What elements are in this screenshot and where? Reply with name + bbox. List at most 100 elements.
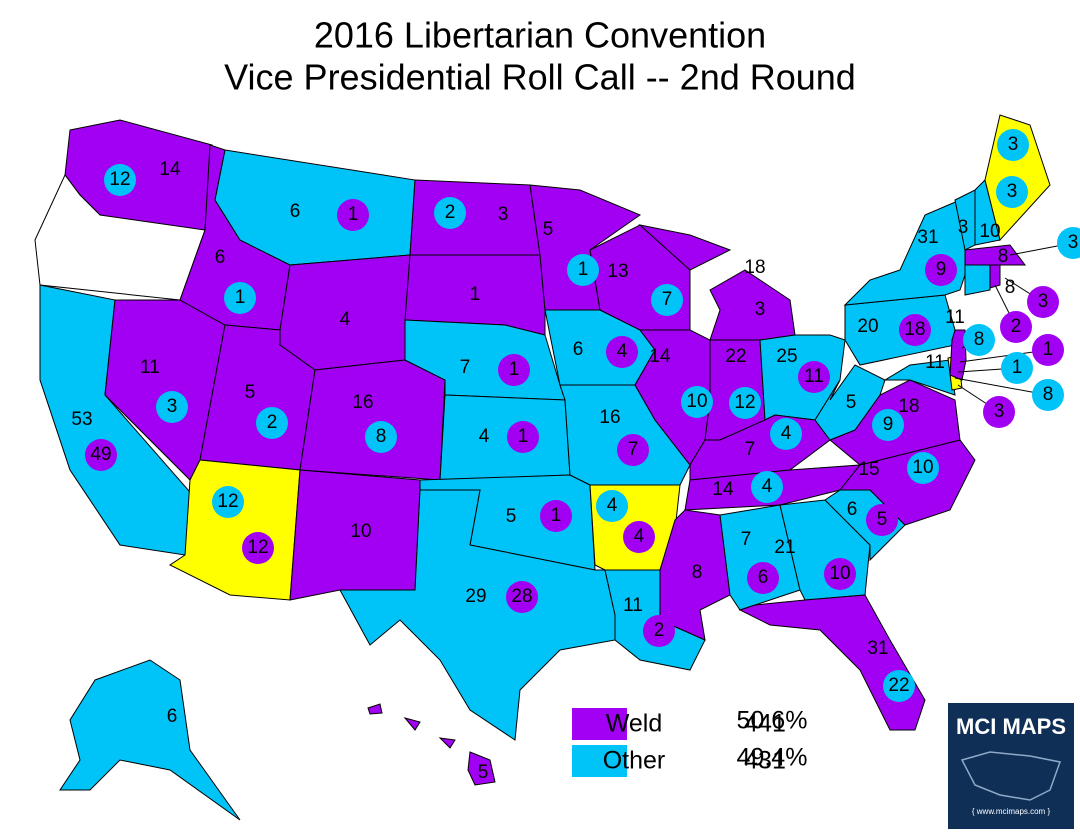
circle-marker bbox=[770, 418, 802, 450]
logo-map bbox=[960, 751, 1061, 801]
circle-marker bbox=[337, 199, 369, 231]
state-label: 14 bbox=[159, 159, 181, 180]
state-label: 31 bbox=[917, 227, 938, 248]
state-label: 16 bbox=[599, 407, 620, 428]
region bbox=[439, 394, 571, 481]
circle-marker bbox=[606, 336, 638, 368]
circle-label: 1 bbox=[518, 426, 529, 447]
circle-label: 4 bbox=[634, 526, 645, 547]
circle-label: 6 bbox=[758, 567, 769, 588]
circle-marker bbox=[651, 284, 683, 316]
circle-marker bbox=[1000, 311, 1032, 343]
state-label: 11 bbox=[945, 307, 965, 328]
circle-label: 2 bbox=[1011, 316, 1022, 337]
state-label: 5 bbox=[506, 506, 517, 527]
circle-marker bbox=[1032, 334, 1064, 366]
title-line: 2016 Libertarian Convention bbox=[314, 15, 766, 56]
state-label: 4 bbox=[340, 309, 351, 330]
circle-marker bbox=[242, 532, 274, 564]
region bbox=[964, 244, 1026, 266]
region bbox=[638, 224, 732, 271]
circle-marker bbox=[596, 490, 628, 522]
circle-label: 1 bbox=[235, 287, 246, 308]
circle-label: 7 bbox=[628, 439, 639, 460]
state-label: 6 bbox=[167, 706, 178, 727]
circle-label: 3 bbox=[1068, 232, 1079, 253]
circle-label: 4 bbox=[762, 476, 773, 497]
circle-label: 3 bbox=[167, 396, 178, 417]
state-label: 6 bbox=[573, 339, 584, 360]
state-label: 5 bbox=[478, 762, 489, 783]
circle-marker bbox=[623, 521, 655, 553]
state-label: 11 bbox=[623, 595, 643, 616]
circle-marker bbox=[996, 176, 1028, 208]
title-line: Vice Presidential Roll Call -- 2nd Round bbox=[224, 57, 856, 98]
state-label: 25 bbox=[776, 346, 797, 367]
state-label: 22 bbox=[725, 346, 746, 367]
state-label: 5 bbox=[846, 392, 857, 413]
circle-marker bbox=[643, 615, 675, 647]
circle-marker bbox=[872, 409, 904, 441]
circle-label: 1 bbox=[578, 259, 589, 280]
state-label: 7 bbox=[745, 439, 756, 460]
logo: MCI MAPS { www.mcimaps.com } bbox=[948, 703, 1074, 829]
state-label: 10 bbox=[979, 221, 1000, 242]
circle-label: 1 bbox=[1043, 339, 1054, 360]
circle-label: 8 bbox=[376, 426, 387, 447]
circle-label: 3 bbox=[994, 401, 1005, 422]
region bbox=[367, 703, 383, 715]
circle-label: 2 bbox=[654, 620, 665, 641]
circle-marker bbox=[104, 164, 136, 196]
state-label: 16 bbox=[352, 392, 373, 413]
legend-percent: 50.6% bbox=[737, 707, 808, 735]
state-label: 21 bbox=[774, 537, 795, 558]
state-label: 20 bbox=[857, 316, 878, 337]
circle-label: 1 bbox=[509, 359, 520, 380]
circle-marker bbox=[883, 670, 915, 702]
circle-label: 12 bbox=[217, 491, 238, 512]
region bbox=[883, 359, 956, 396]
circle-marker bbox=[798, 361, 830, 393]
circle-marker bbox=[85, 439, 117, 471]
region bbox=[989, 264, 1001, 289]
circle-marker bbox=[1057, 227, 1080, 259]
circle-marker bbox=[747, 562, 779, 594]
legend-delegates: 431 bbox=[744, 747, 786, 775]
state-label: 31 bbox=[867, 638, 888, 659]
circle-label: 4 bbox=[607, 495, 618, 516]
state-label: 8 bbox=[1005, 277, 1016, 298]
circle-label: 1 bbox=[551, 505, 562, 526]
circle-label: 10 bbox=[912, 457, 933, 478]
circle-marker bbox=[1001, 352, 1033, 384]
region bbox=[169, 459, 301, 601]
region bbox=[59, 659, 241, 821]
region bbox=[964, 264, 991, 296]
circle-label: 18 bbox=[904, 319, 925, 340]
region bbox=[659, 509, 731, 641]
legend-swatch bbox=[572, 708, 627, 740]
state-label: 14 bbox=[649, 346, 671, 367]
circle-label: 10 bbox=[829, 563, 850, 584]
circle-marker bbox=[751, 471, 783, 503]
state-label: 11 bbox=[140, 357, 160, 378]
state-label: 13 bbox=[607, 261, 628, 282]
region bbox=[738, 594, 926, 731]
circle-label: 5 bbox=[877, 509, 888, 530]
legend-label: Other bbox=[603, 747, 666, 775]
region bbox=[843, 199, 966, 306]
circle-marker bbox=[744, 294, 776, 326]
circle-label: 9 bbox=[883, 414, 894, 435]
state-label: 29 bbox=[465, 586, 486, 607]
state-label: 6 bbox=[847, 499, 858, 520]
circle-label: 3 bbox=[1038, 291, 1049, 312]
circle-label: 7 bbox=[662, 289, 673, 310]
circle-marker bbox=[498, 354, 530, 386]
legend-label: Weld bbox=[606, 710, 663, 738]
circle-label: 10 bbox=[686, 391, 707, 412]
legend-delegates: 441 bbox=[744, 710, 786, 738]
legend-percent: 49.4% bbox=[737, 744, 808, 772]
circle-marker bbox=[224, 282, 256, 314]
circle-marker bbox=[1032, 379, 1064, 411]
circle-label: 2 bbox=[267, 412, 278, 433]
region bbox=[814, 364, 886, 441]
